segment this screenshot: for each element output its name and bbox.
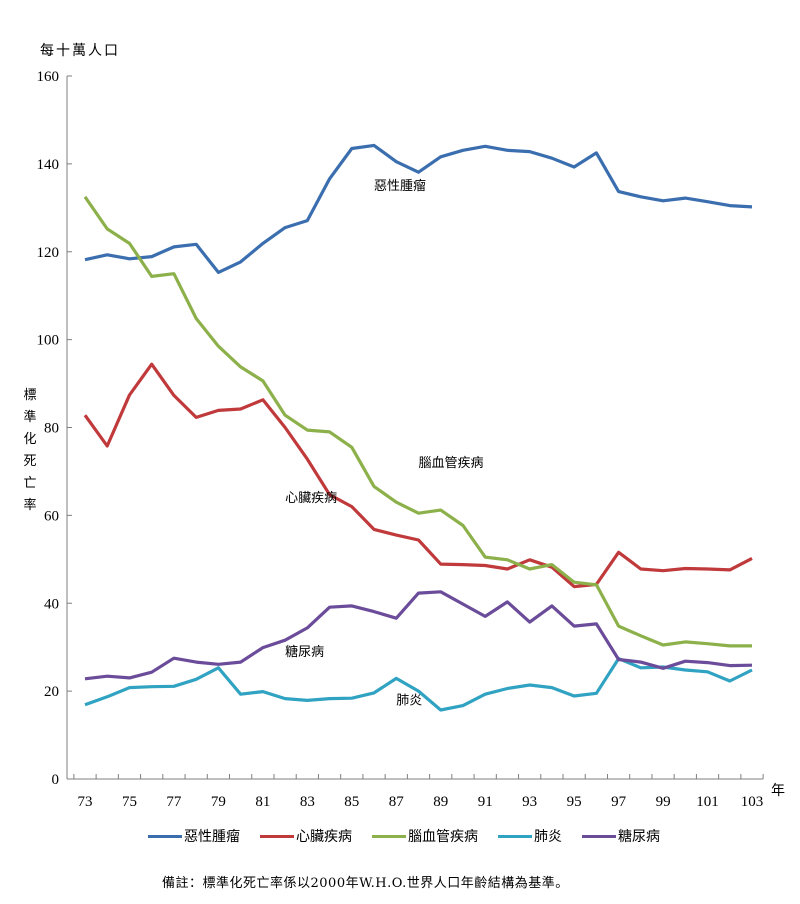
legend-swatch — [582, 834, 616, 838]
legend-swatch — [372, 834, 406, 838]
x-tick-label: 81 — [255, 794, 270, 810]
x-tick-label: 99 — [656, 794, 671, 810]
x-tick-label: 77 — [166, 794, 182, 810]
x-tick-label: 83 — [300, 794, 315, 810]
series-line-4 — [84, 656, 753, 712]
legend-item: 心臟疾病 — [260, 826, 352, 846]
legend-swatch — [148, 834, 182, 838]
legend-label: 腦血管疾病 — [408, 829, 478, 845]
x-axis-unit: 年 — [771, 783, 785, 799]
legend-label: 肺炎 — [534, 829, 562, 845]
y-tick-label: 40 — [44, 596, 59, 612]
y-tick-label: 60 — [44, 508, 59, 524]
x-tick-label: 91 — [478, 794, 493, 810]
series-label: 肺炎 — [396, 693, 422, 708]
legend-item: 糖尿病 — [582, 826, 660, 846]
series-line-5 — [84, 590, 753, 681]
legend-label: 惡性腫瘤 — [184, 829, 240, 845]
y-tick-label: 80 — [44, 421, 59, 437]
legend-label: 心臟疾病 — [296, 829, 352, 845]
legend-swatch — [260, 834, 294, 838]
legend: 惡性腫瘤 心臟疾病 腦血管疾病 肺炎 糖尿病 — [148, 826, 680, 846]
y-tick-label: 20 — [44, 684, 59, 700]
y-tick-label: 120 — [37, 245, 60, 261]
legend-item: 肺炎 — [498, 826, 562, 846]
axes: 0 20 40 60 80 100 120 140 160 73 75 77 79 81 83 85 87 89 9… — [37, 69, 764, 810]
y-tick-label: 100 — [37, 333, 60, 349]
x-tick-label: 95 — [567, 794, 582, 810]
x-tick-label: 75 — [122, 794, 137, 810]
x-tick-label: 103 — [741, 794, 764, 810]
series-label: 腦血管疾病 — [419, 456, 484, 471]
x-tick-label: 79 — [211, 794, 226, 810]
y-tick-label: 140 — [37, 157, 60, 173]
x-tick-label: 87 — [389, 794, 405, 810]
legend-label: 糖尿病 — [618, 829, 660, 845]
y-axis-title: 標準化死亡率 — [23, 388, 37, 513]
x-tick-label: 93 — [522, 794, 537, 810]
x-tick-label: 101 — [696, 794, 719, 810]
x-tick-label: 73 — [78, 794, 93, 810]
y-unit-label: 每十萬人口 — [40, 43, 120, 59]
x-tick-label: 89 — [433, 794, 448, 810]
series-layer — [83, 143, 753, 712]
legend-swatch — [498, 834, 532, 838]
y-tick-label: 160 — [37, 69, 60, 85]
series-line-1 — [84, 143, 753, 274]
series-line-2 — [83, 362, 753, 589]
series-label: 糖尿病 — [285, 644, 324, 660]
series-label: 心臟疾病 — [285, 491, 337, 506]
x-tick-label: 97 — [611, 794, 627, 810]
y-tick-label: 0 — [52, 772, 60, 788]
legend-item: 惡性腫瘤 — [148, 826, 240, 846]
series-line-3 — [83, 195, 752, 648]
legend-item: 腦血管疾病 — [372, 826, 478, 846]
x-tick-label: 85 — [344, 794, 359, 810]
series-label: 惡性腫瘤 — [374, 178, 426, 194]
footnote: 備註：標準化死亡率係以2000年W.H.O.世界人口年齡結構為基準。 — [162, 876, 569, 891]
